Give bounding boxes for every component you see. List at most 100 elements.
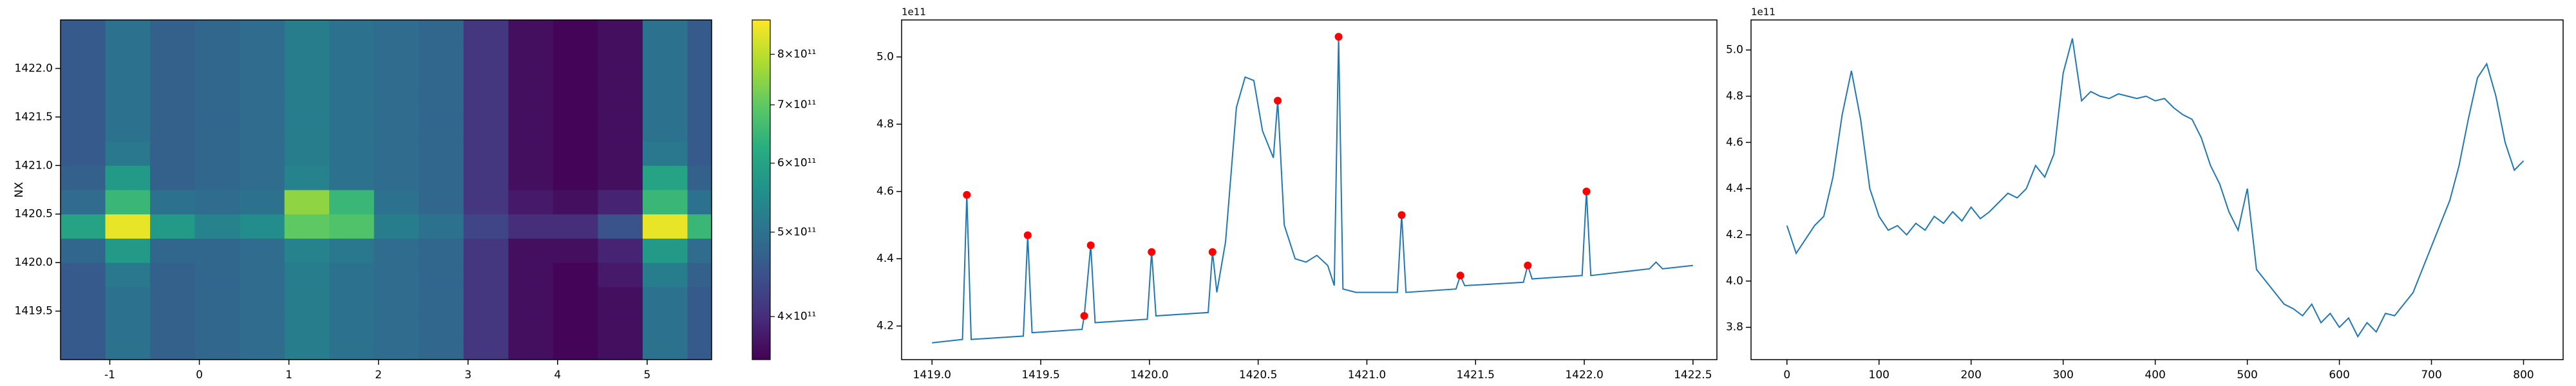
heatmap-cell (329, 165, 375, 190)
heatmap-cell (105, 214, 151, 239)
heatmap-cell (642, 311, 688, 336)
plot-area (932, 33, 1693, 344)
heatmap-cell (194, 20, 240, 45)
y-tick-label: 4.4 (876, 252, 894, 265)
heatmap-cell (598, 238, 643, 263)
heatmap-cell (687, 20, 712, 45)
heatmap-cell (194, 116, 240, 142)
heatmap-cell (61, 214, 106, 239)
heatmap-cell (374, 68, 419, 93)
x-tick-label: 1421.5 (1457, 369, 1495, 381)
heatmap-cell (463, 190, 509, 215)
y-tick-label: 3.8 (1726, 321, 1743, 334)
heatmap-cell (642, 44, 688, 69)
heatmap-cell (598, 335, 643, 360)
heatmap-cell (508, 68, 554, 93)
x-tick-label: -1 (104, 369, 115, 381)
heatmap-cell (419, 141, 464, 166)
heatmap-cell (642, 214, 688, 239)
offset-text: 1e11 (902, 6, 926, 18)
heatmap-cell (598, 20, 643, 45)
offset-text: 1e11 (1751, 6, 1776, 18)
heatmap-cell (284, 190, 330, 215)
heatmap-cell (240, 238, 285, 263)
heatmap-cell (374, 44, 419, 69)
heatmap-cell (105, 165, 151, 190)
heatmap-cell (374, 262, 419, 288)
heatmap-cell (642, 141, 688, 166)
heatmap-cell (419, 262, 464, 288)
colorbar-tick-label: 5×10¹¹ (777, 226, 816, 239)
peak-marker (1397, 211, 1406, 219)
peak-marker (1582, 187, 1591, 196)
heatmap-cell (553, 44, 598, 69)
x-tick-label: 300 (2052, 369, 2073, 381)
heatmap-cell (598, 262, 643, 288)
heatmap-cell (508, 335, 554, 360)
heatmap-cell (240, 116, 285, 142)
heatmap-cell (419, 190, 464, 215)
heatmap-cell (553, 141, 598, 166)
heatmap-cell (150, 165, 196, 190)
heatmap-cell (419, 116, 464, 142)
heatmap-cell (194, 311, 240, 336)
heatmap-cell (374, 116, 419, 142)
colorbar (752, 19, 771, 360)
heatmap-cell (374, 335, 419, 360)
heatmap-cell (150, 20, 196, 45)
heatmap-cell (240, 165, 285, 190)
y-tick-label: 1422.0 (15, 62, 53, 75)
x-tick-label: 0 (196, 369, 203, 381)
plot-area (1786, 38, 2524, 338)
x-tick-label: 0 (1783, 369, 1790, 381)
peak-marker (1274, 96, 1282, 105)
colorbar-tick-label: 8×10¹¹ (777, 48, 816, 60)
heatmap-cell (329, 20, 375, 45)
heatmap-cell (508, 214, 554, 239)
heatmap-cell (329, 262, 375, 288)
heatmap-cell (284, 311, 330, 336)
heatmap-cell (105, 20, 151, 45)
heatmap-cell (150, 93, 196, 118)
heatmap-cell (61, 165, 106, 190)
peak-marker (1086, 241, 1095, 250)
heatmap-cell (194, 44, 240, 69)
heatmap-cell (553, 335, 598, 360)
x-tick-label: 100 (1869, 369, 1889, 381)
heatmap-cell (105, 286, 151, 312)
heatmap-cell (240, 68, 285, 93)
heatmap-cell (240, 214, 285, 239)
heatmap-cell (463, 44, 509, 69)
x-tick-label: 2 (375, 369, 382, 381)
heatmap-cell (508, 190, 554, 215)
peak-marker (1524, 261, 1532, 270)
heatmap-cell (61, 238, 106, 263)
x-tick-label: 1422.5 (1674, 369, 1712, 381)
y-tick-label: 5.0 (876, 51, 894, 64)
heatmap-cell (598, 286, 643, 312)
heatmap-cell (150, 286, 196, 312)
heatmap-cell (284, 286, 330, 312)
heatmap-cells (61, 20, 712, 360)
heatmap-cell (240, 190, 285, 215)
heatmap-cell (374, 238, 419, 263)
heatmap-cell (598, 165, 643, 190)
heatmap-cell (463, 68, 509, 93)
heatmap-cell (194, 286, 240, 312)
heatmap-cell (598, 116, 643, 142)
colorbar-tick-label: 6×10¹¹ (777, 157, 816, 170)
heatmap-cell (284, 141, 330, 166)
heatmap-cell (284, 68, 330, 93)
heatmap-cell (508, 286, 554, 312)
heatmap-cell (150, 44, 196, 69)
x-tick-label: 1419.5 (1021, 369, 1059, 381)
heatmap-cell (61, 286, 106, 312)
heatmap-cell (419, 20, 464, 45)
y-tick-label: 4.4 (1726, 182, 1743, 195)
heatmap-cell (240, 141, 285, 166)
heatmap-cell (687, 311, 712, 336)
heatmap-cell (284, 93, 330, 118)
heatmap-cell (61, 311, 106, 336)
heatmap-cell (240, 93, 285, 118)
heatmap-cell (329, 93, 375, 118)
